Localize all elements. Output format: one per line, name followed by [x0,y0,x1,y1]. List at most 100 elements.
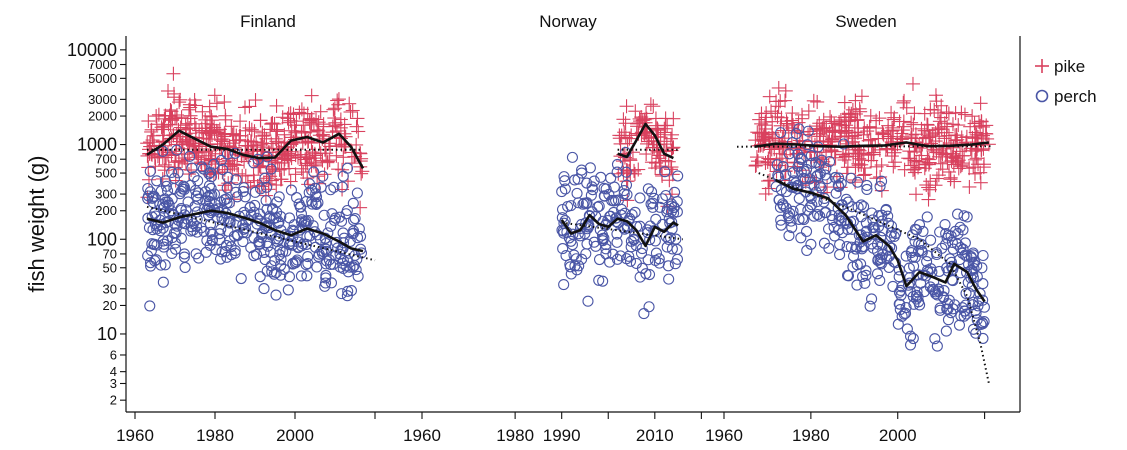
pike-point [856,168,871,183]
perch-point [775,219,787,231]
pike-point [300,150,315,165]
perch-point [904,339,917,351]
perch-point [861,183,873,196]
pike-point [289,114,304,129]
perch-point [340,208,352,220]
pike-point [885,120,900,135]
perch-point [301,231,313,243]
perch-point [200,195,212,207]
perch-point [245,242,257,254]
pike-point [195,104,210,119]
perch-point [355,247,367,259]
perch-point [569,174,581,186]
perch-smooth-line [560,213,679,248]
perch-point [650,247,662,259]
pike-point [928,125,943,140]
pike-point [662,173,677,188]
pike-point [317,167,332,182]
perch-point [206,228,218,240]
perch-point [646,186,658,198]
pike-point [955,156,970,171]
perch-point [634,220,646,232]
pike-point [226,126,241,141]
perch-point [205,182,217,195]
pike-point [168,110,183,125]
perch-point [341,255,354,267]
pike-point [940,119,955,134]
pike-point [296,165,311,180]
perch-point [836,227,848,239]
perch-point [285,184,297,196]
pike-point [872,111,887,126]
perch-point [295,270,307,282]
perch-point [559,183,571,195]
perch-point [335,288,348,300]
perch-point [793,157,805,169]
pike-point [613,136,628,151]
y-tick-label: 1000 [77,135,117,155]
perch-point [222,171,234,183]
pike-point [330,93,345,108]
pike-point [141,172,156,187]
pike-point [948,106,963,121]
perch-point [560,250,572,262]
perch-point [230,186,242,198]
perch-point [824,156,836,168]
perch-point [323,254,335,266]
perch-point [904,286,917,298]
perch-point [349,212,361,225]
perch-point [178,248,190,260]
perch-point [671,253,684,265]
perch-point [958,305,971,317]
perch-point [860,265,872,277]
perch-point [588,175,600,187]
pike-point [180,116,195,131]
perch-point [876,215,888,227]
perch-point [802,204,814,216]
perch-point [217,164,229,176]
pike-point [978,126,993,141]
perch-point [611,158,624,170]
perch-point [204,239,216,252]
pike-point [158,108,173,123]
pike-point [853,104,868,119]
pike-point [283,174,298,189]
pike-point [294,161,309,176]
perch-point [668,201,680,214]
x-tick-label: 1990 [543,426,581,445]
perch-point [230,174,242,186]
pike-point [654,167,669,182]
perch-point [610,216,622,228]
pike-point [350,111,365,126]
perch-point [292,241,304,253]
pike-point [311,115,326,130]
pike-point [862,119,877,134]
perch-point [295,208,307,220]
pike-point [832,115,847,130]
perch-point [977,278,989,290]
pike-point [834,118,849,133]
perch-point [189,184,202,196]
x-tick-label: 2010 [636,426,674,445]
perch-point [295,201,307,213]
pike-point [903,151,918,166]
perch-point [811,169,824,181]
perch-point [892,318,904,330]
pike-point [913,141,928,156]
pike-point [214,132,229,147]
perch-point [634,192,646,204]
perch-point [934,302,946,314]
perch-point [959,249,971,261]
perch-point [921,211,933,223]
x-tick-label: 1960 [403,426,441,445]
perch-point [581,238,593,250]
pike-point [923,102,938,117]
perch-point [568,249,580,261]
pike-point [946,157,961,172]
perch-point [777,198,789,210]
perch-point [599,190,611,202]
pike-point [666,140,681,155]
pike-point [778,83,793,98]
pike-point [643,97,658,112]
perch-point [928,284,940,296]
